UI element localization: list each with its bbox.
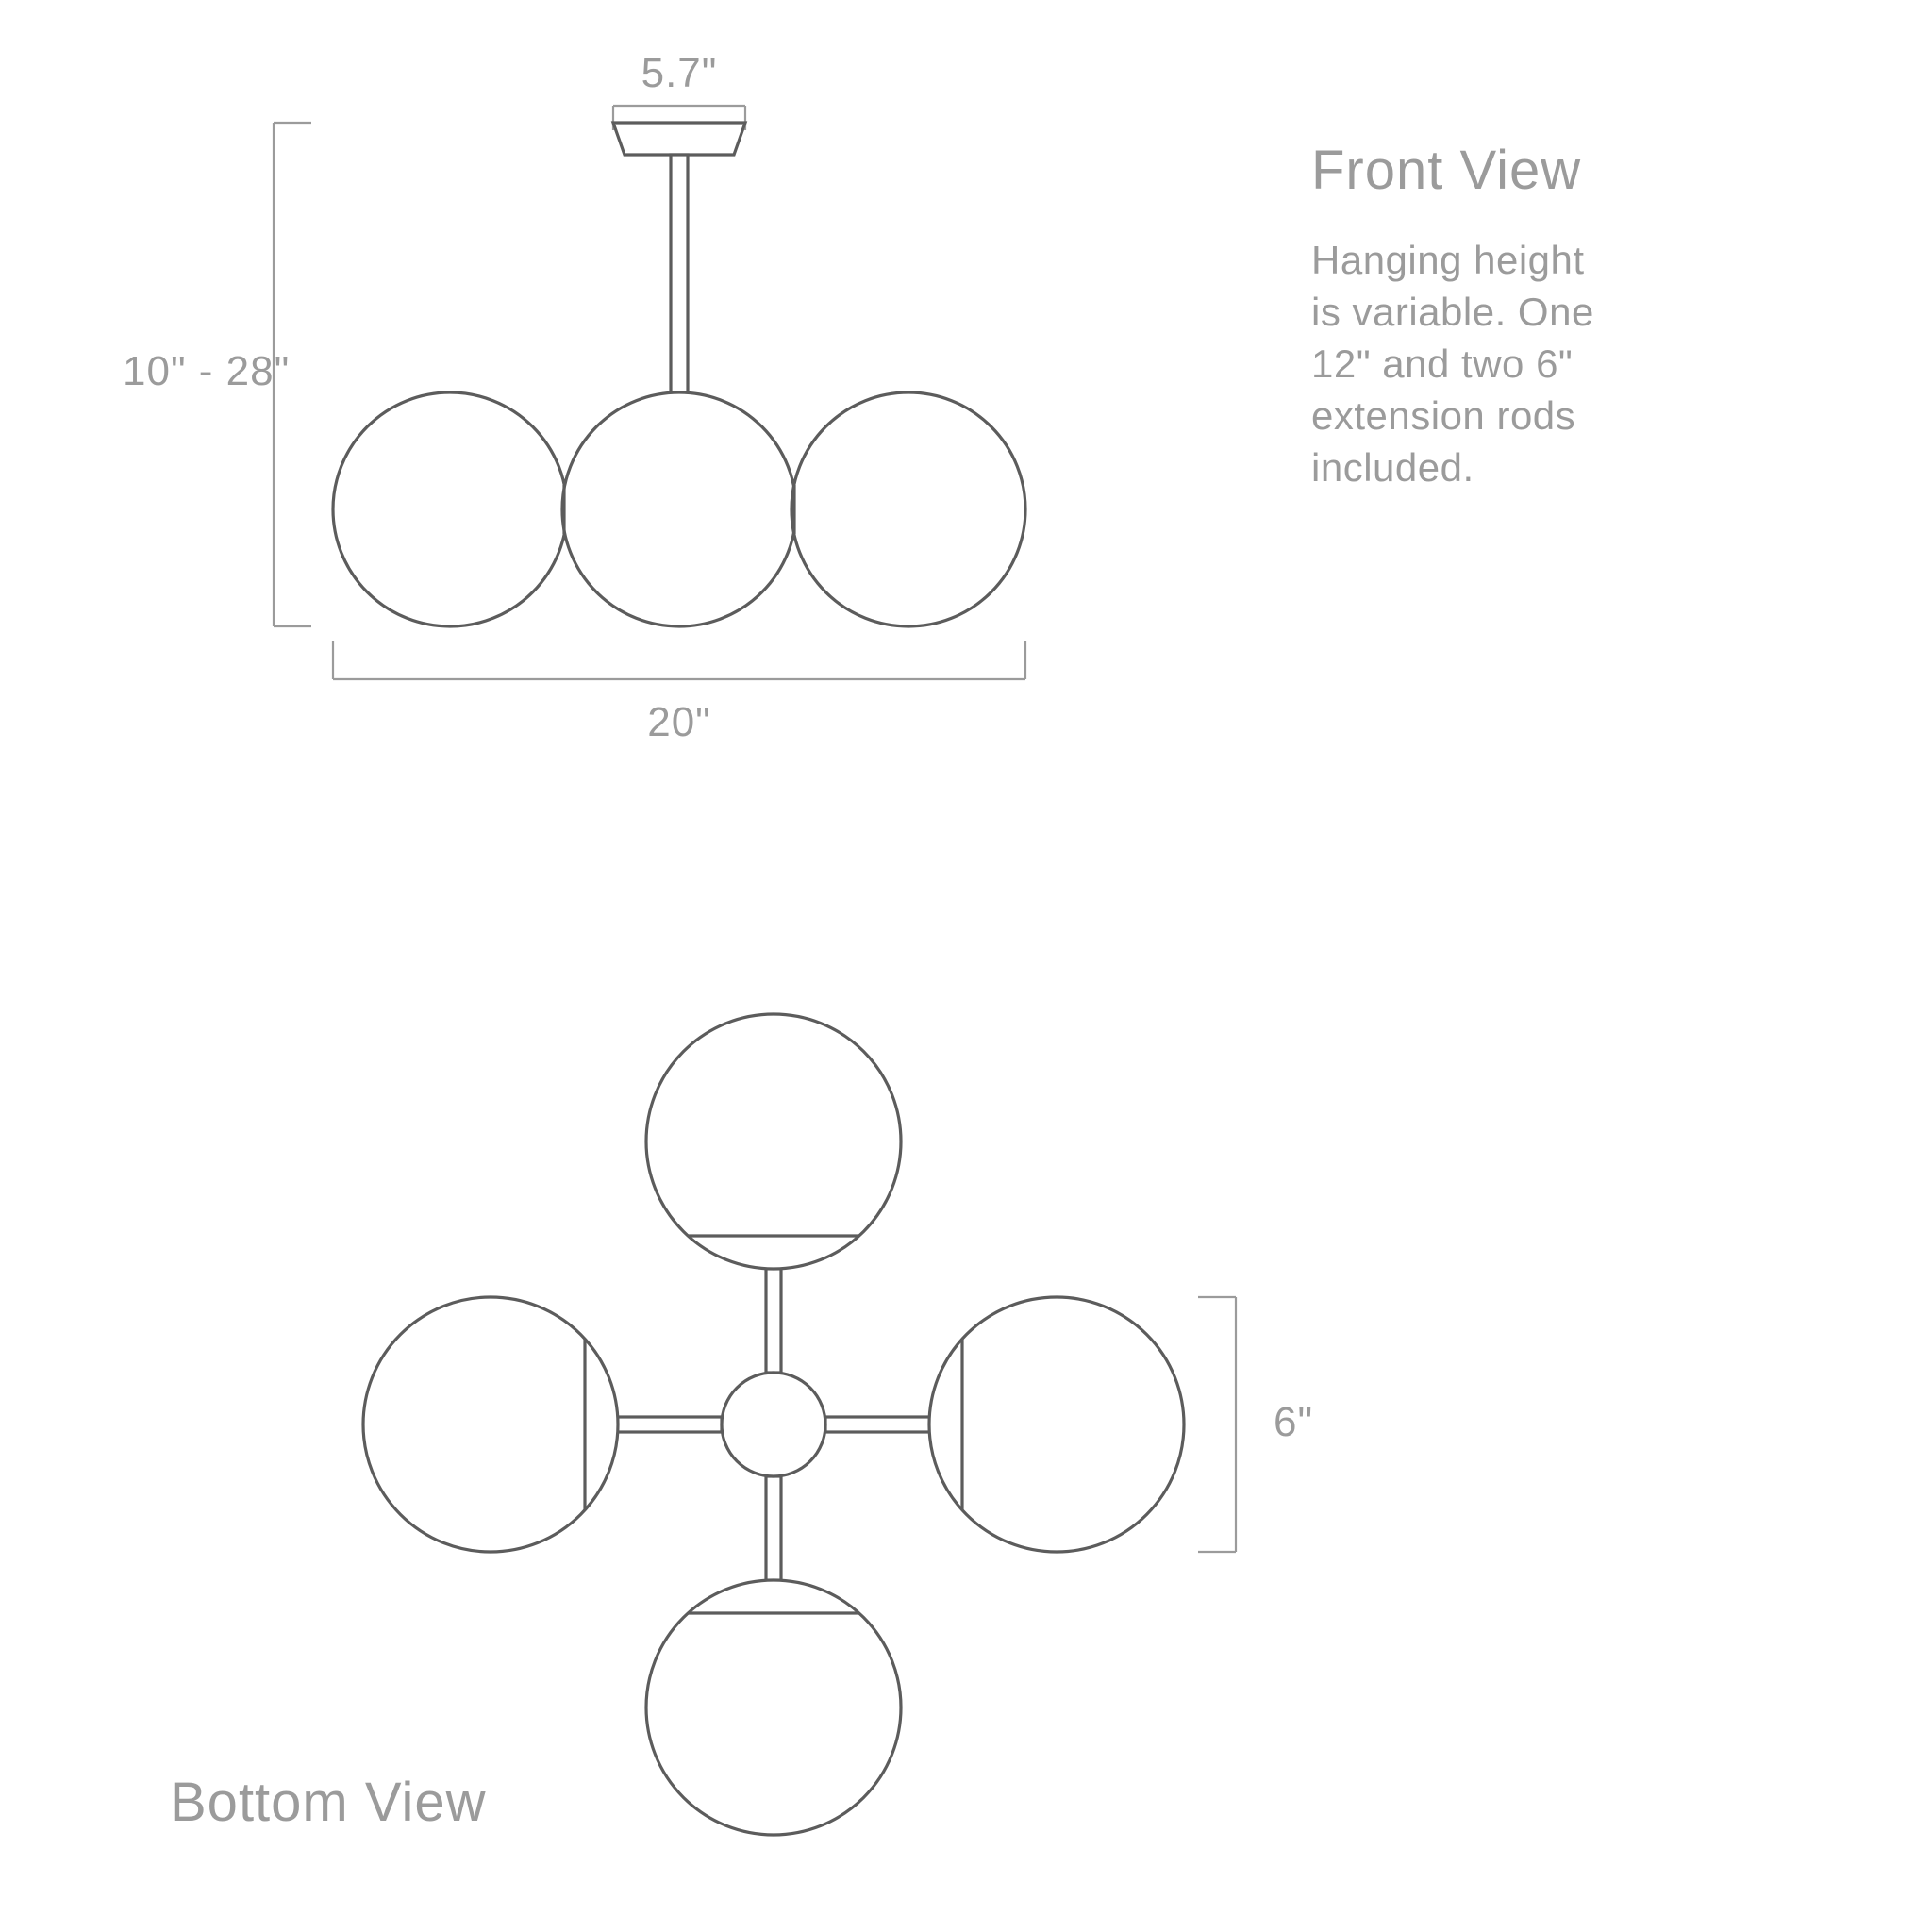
arm-bottom: [766, 1476, 781, 1585]
front-view-title: Front View: [1311, 140, 1581, 201]
canopy: [613, 123, 745, 155]
note-line-5: included.: [1311, 445, 1474, 490]
globe-b-bot: [646, 1580, 901, 1835]
note-line-3: 12" and two 6": [1311, 341, 1573, 386]
globe-b-right: [929, 1297, 1184, 1552]
note-line-4: extension rods: [1311, 393, 1575, 438]
bottom-view: [363, 1014, 1236, 1835]
dim-overall-width: 20": [647, 699, 711, 745]
globe-right: [791, 392, 1025, 626]
globe-b-top: [646, 1014, 901, 1269]
globe-mid: [562, 392, 796, 626]
bottom-view-title: Bottom View: [170, 1772, 487, 1833]
globe-b-left: [363, 1297, 618, 1552]
dim-canopy-width: 5.7": [641, 50, 718, 96]
note-line-1: Hanging height: [1311, 238, 1585, 282]
dim-height-range: 10" - 28": [123, 348, 290, 394]
arm-left: [613, 1417, 722, 1432]
globe-left: [333, 392, 567, 626]
note-line-2: is variable. One: [1311, 290, 1594, 334]
dimension-diagram: 5.7" 10" - 28" 20" 6" Bottom View Front View H…: [0, 0, 1932, 1932]
arm-top: [766, 1264, 781, 1373]
dim-globe-diameter: 6": [1274, 1399, 1313, 1445]
front-view: [274, 106, 1025, 679]
hub: [722, 1373, 825, 1476]
arm-right: [825, 1417, 934, 1432]
